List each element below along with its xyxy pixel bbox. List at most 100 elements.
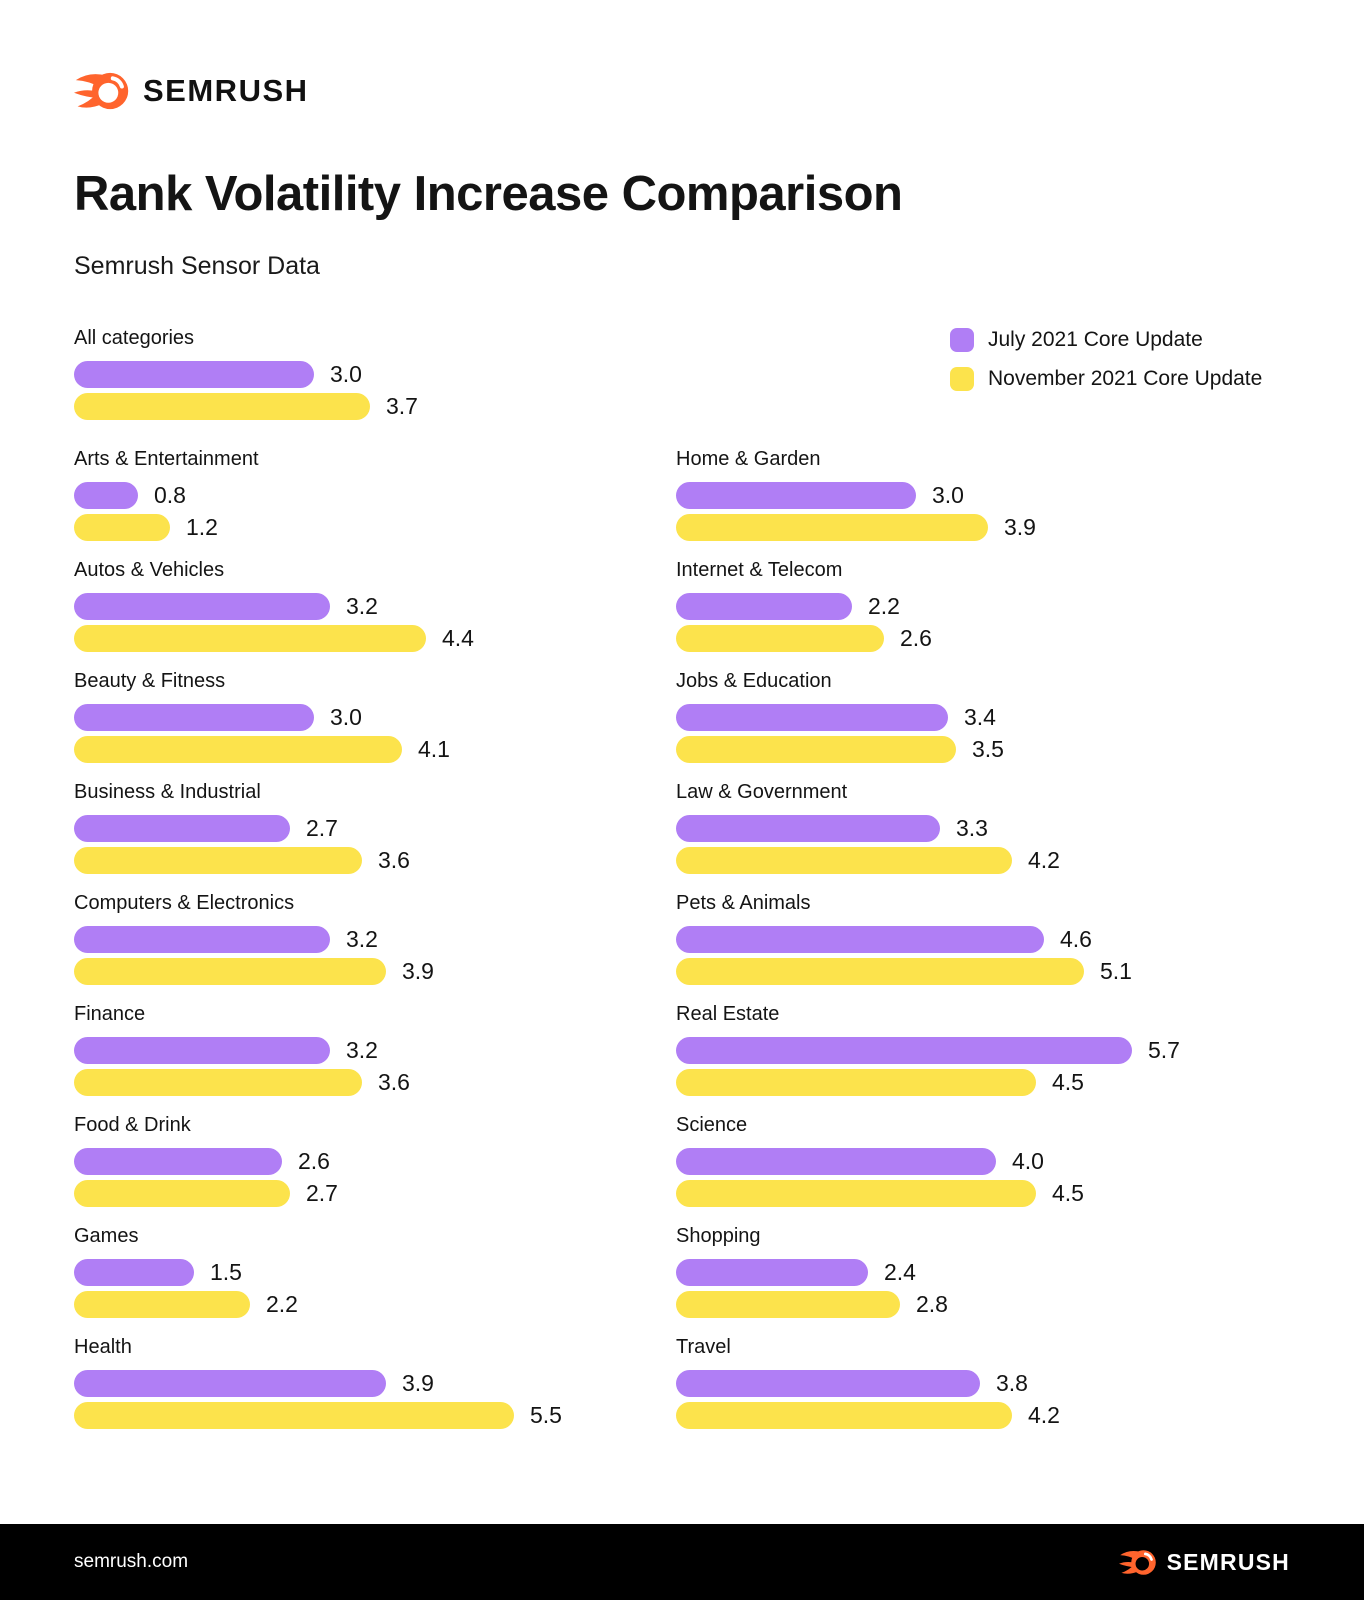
brand-wordmark: SEMRUSH bbox=[143, 73, 309, 108]
bar-value-label: 2.6 bbox=[298, 1148, 330, 1175]
bar-value-label: 5.7 bbox=[1148, 1037, 1180, 1064]
category-group: Health 3.9 5.5 bbox=[74, 1336, 676, 1430]
category-label: Autos & Vehicles bbox=[74, 559, 225, 582]
category-label: Internet & Telecom bbox=[676, 559, 843, 582]
bar-july bbox=[676, 704, 948, 732]
category-group: Pets & Animals 4.6 5.1 bbox=[676, 892, 1278, 986]
legend-item-november: November 2021 Core Update bbox=[950, 367, 1290, 392]
bar-value-label: 3.8 bbox=[996, 1370, 1028, 1397]
bar-row-july: 4.6 bbox=[676, 926, 1278, 954]
category-label: Real Estate bbox=[676, 1003, 780, 1026]
footer-logo: SEMRUSH bbox=[1118, 1547, 1290, 1578]
bar-november bbox=[74, 736, 402, 764]
bar-november bbox=[74, 847, 362, 875]
bar-row-july: 0.8 bbox=[74, 482, 676, 510]
semrush-flame-icon bbox=[1118, 1547, 1157, 1578]
category-group: Computers & Electronics 3.2 3.9 bbox=[74, 892, 676, 986]
bar-value-label: 2.2 bbox=[868, 593, 900, 620]
bar-value-label: 4.5 bbox=[1052, 1180, 1084, 1207]
bar-july bbox=[74, 815, 290, 843]
category-label: Beauty & Fitness bbox=[74, 670, 226, 693]
bar-november bbox=[676, 736, 956, 764]
bar-row-july: 1.5 bbox=[74, 1259, 676, 1287]
bar-november bbox=[74, 1069, 362, 1097]
bar-row-november: 2.8 bbox=[676, 1291, 1278, 1319]
bar-row-july: 2.7 bbox=[74, 815, 676, 843]
bar-row-november: 2.6 bbox=[676, 625, 1278, 653]
bar-value-label: 4.4 bbox=[442, 625, 474, 652]
bar-july bbox=[676, 593, 852, 621]
page-subtitle: Semrush Sensor Data bbox=[74, 252, 320, 281]
footer-url: semrush.com bbox=[74, 1551, 189, 1572]
bar-july bbox=[74, 926, 330, 954]
bar-value-label: 4.0 bbox=[1012, 1148, 1044, 1175]
bar-value-label: 1.5 bbox=[210, 1259, 242, 1286]
bar-row-november: 4.5 bbox=[676, 1069, 1278, 1097]
bar-value-label: 3.0 bbox=[330, 361, 362, 388]
bar-row-july: 3.2 bbox=[74, 926, 676, 954]
category-group: Travel 3.8 4.2 bbox=[676, 1336, 1278, 1430]
bar-november bbox=[676, 1402, 1012, 1430]
bar-value-label: 4.6 bbox=[1060, 926, 1092, 953]
bar-value-label: 3.6 bbox=[378, 847, 410, 874]
bar-july bbox=[74, 593, 330, 621]
bar-july bbox=[74, 1259, 194, 1287]
footer-bar: semrush.com SEMRUSH bbox=[0, 1524, 1364, 1600]
bar-july bbox=[74, 482, 138, 510]
bar-november bbox=[74, 958, 386, 986]
bar-july bbox=[676, 482, 916, 510]
bar-value-label: 2.6 bbox=[900, 625, 932, 652]
right-column: Home & Garden 3.0 3.9 Internet & Telecom 2.2… bbox=[676, 448, 1278, 1447]
bar-row-november: 3.9 bbox=[74, 958, 676, 986]
bar-value-label: 3.9 bbox=[1004, 514, 1036, 541]
bar-value-label: 2.2 bbox=[266, 1291, 298, 1318]
bar-row-july: 3.0 bbox=[74, 704, 676, 732]
left-column: Arts & Entertainment 0.8 1.2 Autos & Vehicl… bbox=[74, 448, 676, 1447]
category-group: Beauty & Fitness 3.0 4.1 bbox=[74, 670, 676, 764]
category-group: Jobs & Education 3.4 3.5 bbox=[676, 670, 1278, 764]
bar-row-november: 3.9 bbox=[676, 514, 1278, 542]
bar-july bbox=[74, 361, 314, 389]
bar-row-november: 4.4 bbox=[74, 625, 676, 653]
bar-value-label: 3.9 bbox=[402, 1370, 434, 1397]
bar-value-label: 2.8 bbox=[916, 1291, 948, 1318]
bar-row-november: 3.7 bbox=[74, 393, 418, 421]
bar-july bbox=[676, 1370, 980, 1398]
category-label: Computers & Electronics bbox=[74, 892, 295, 915]
category-label: Science bbox=[676, 1114, 748, 1137]
bar-value-label: 4.5 bbox=[1052, 1069, 1084, 1096]
bar-value-label: 3.2 bbox=[346, 1037, 378, 1064]
bar-row-november: 4.5 bbox=[676, 1180, 1278, 1208]
page-title: Rank Volatility Increase Comparison bbox=[74, 167, 903, 221]
bar-value-label: 3.0 bbox=[330, 704, 362, 731]
category-label: Law & Government bbox=[676, 781, 848, 804]
bar-row-july: 3.4 bbox=[676, 704, 1278, 732]
bar-november bbox=[74, 1291, 250, 1319]
bar-row-july: 3.9 bbox=[74, 1370, 676, 1398]
bar-value-label: 4.2 bbox=[1028, 1402, 1060, 1429]
bar-november bbox=[676, 625, 884, 653]
bar-july bbox=[74, 704, 314, 732]
featured-group-slot: All categories 3.0 3.7 bbox=[74, 327, 418, 438]
bar-row-july: 3.0 bbox=[676, 482, 1278, 510]
bar-july bbox=[676, 1148, 996, 1176]
bar-value-label: 4.2 bbox=[1028, 847, 1060, 874]
bar-row-november: 3.6 bbox=[74, 1069, 676, 1097]
bar-row-november: 2.7 bbox=[74, 1180, 676, 1208]
bar-value-label: 0.8 bbox=[154, 482, 186, 509]
bar-november bbox=[74, 514, 170, 542]
bar-row-july: 4.0 bbox=[676, 1148, 1278, 1176]
category-group: Shopping 2.4 2.8 bbox=[676, 1225, 1278, 1319]
bar-row-july: 2.6 bbox=[74, 1148, 676, 1176]
bar-row-november: 1.2 bbox=[74, 514, 676, 542]
bar-november bbox=[676, 847, 1012, 875]
category-label: Business & Industrial bbox=[74, 781, 261, 804]
bar-row-july: 3.3 bbox=[676, 815, 1278, 843]
bar-row-july: 3.2 bbox=[74, 1037, 676, 1065]
category-group: Food & Drink 2.6 2.7 bbox=[74, 1114, 676, 1208]
bar-november bbox=[676, 1180, 1036, 1208]
bar-row-july: 5.7 bbox=[676, 1037, 1278, 1065]
category-group: Internet & Telecom 2.2 2.6 bbox=[676, 559, 1278, 653]
bar-july bbox=[74, 1370, 386, 1398]
featured-row: All categories 3.0 3.7 July 2021 Core Upda… bbox=[74, 327, 1290, 438]
